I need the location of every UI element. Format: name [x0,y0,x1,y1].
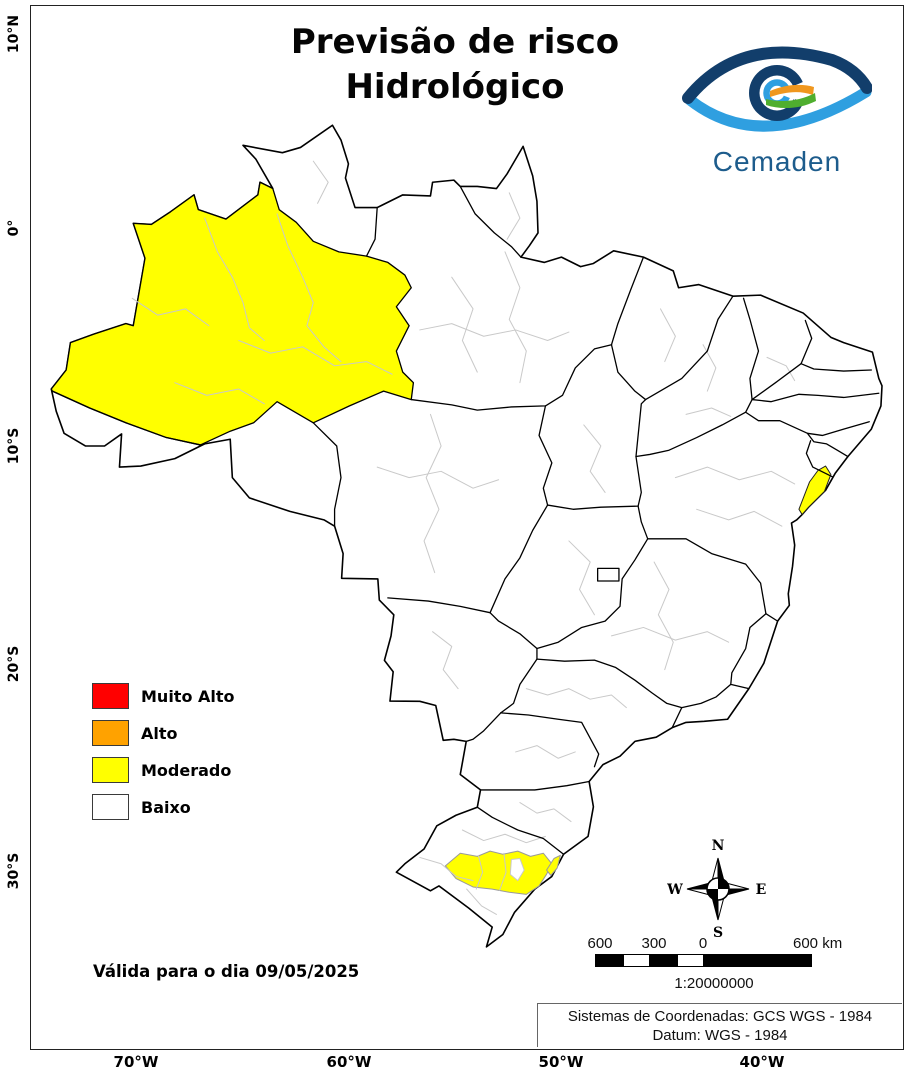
legend-item-moderado: Moderado [92,756,235,784]
page-title: Previsão de risco Hidrológico [175,20,735,110]
coordinate-system-box: Sistemas de Coordenadas: GCS WGS - 1984 … [537,1003,902,1047]
coordinate-system-line2: Datum: WGS - 1984 [652,1027,788,1044]
cemaden-eye-icon [682,46,873,132]
lat-axis-label-10n: 10°N [6,14,22,54]
scale-tick-600-km: 600 km [793,935,843,952]
region-rs-white-gap [510,858,524,880]
page-title-line2: Hidrológico [345,67,565,107]
legend-swatch-moderado [92,757,129,783]
compass-west-label: W [667,882,683,898]
compass-north-label: N [712,838,725,854]
legend-item-muito-alto: Muito Alto [92,682,235,710]
page-title-line1: Previsão de risco [290,22,620,62]
subdivision-borders [132,161,794,914]
legend-swatch-baixo [92,794,129,820]
cemaden-logo-text: Cemaden [712,146,842,177]
legend-swatch-alto [92,720,129,746]
lon-axis-label-40w: 40°W [739,1053,785,1071]
lat-axis-label-20s: 20°S [6,645,22,683]
lat-axis-label-0: 0° [6,219,22,237]
scale-tick-300: 300 [641,935,667,952]
region-rs-coast-moderado [547,855,561,875]
compass-rose-icon: N S W E [667,838,767,939]
lat-axis-label-10s: 10°S [6,427,22,465]
legend-label-moderado: Moderado [141,760,232,780]
legend-item-baixo: Baixo [92,793,235,821]
scale-ratio-label: 1:20000000 [674,975,754,992]
lat-axis-label-30s: 30°S [6,852,22,890]
scale-tick-600-left: 600 [587,935,613,952]
scale-bar-graphic [595,954,812,967]
scale-bar: 600 300 0 600 km 1:20000000 [560,933,900,993]
lon-axis-label-60w: 60°W [326,1053,372,1071]
legend-label-alto: Alto [141,723,178,743]
legend-item-alto: Alto [92,719,235,747]
validity-note: Válida para o dia 09/05/2025 [93,962,360,981]
state-borders [52,186,878,854]
cemaden-logo: Cemaden [672,44,882,178]
compass-east-label: E [756,882,767,898]
scale-tick-0: 0 [698,935,708,952]
lon-axis-label-70w: 70°W [113,1053,159,1071]
legend-label-muito-alto: Muito Alto [141,686,235,706]
risk-legend: Muito Alto Alto Moderado Baixo [92,682,235,830]
lon-axis-label-50w: 50°W [538,1053,584,1071]
region-sergipe-moderado [799,466,831,515]
coordinate-system-line1: Sistemas de Coordenadas: GCS WGS - 1984 [567,1008,873,1025]
compass-south-label: S [713,925,723,939]
legend-swatch-muito-alto [92,683,129,709]
legend-label-baixo: Baixo [141,797,191,817]
region-amazonas-moderado [51,182,413,445]
brazil-risk-map [30,5,902,1048]
